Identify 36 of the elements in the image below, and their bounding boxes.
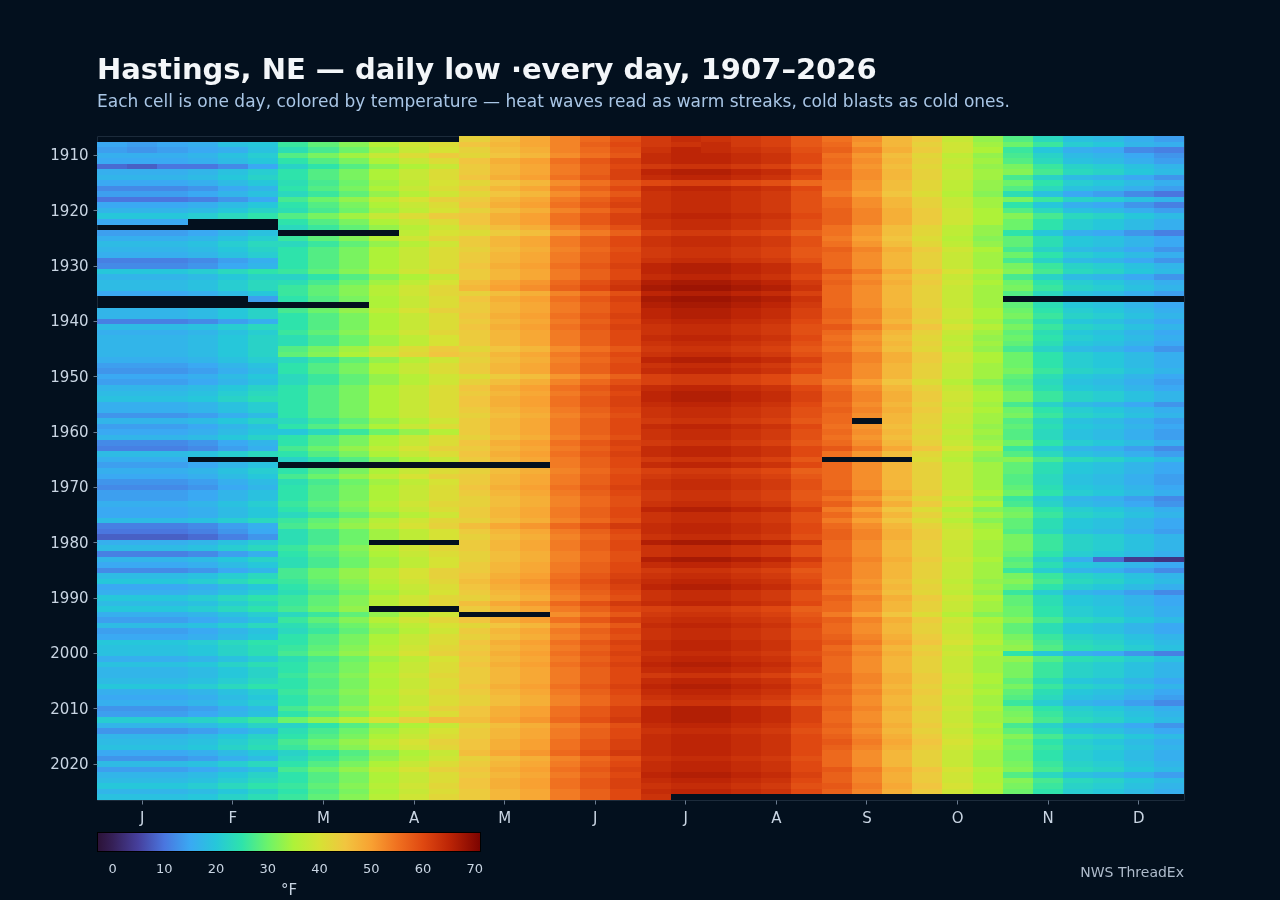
- y-tick-label: 1920: [50, 201, 89, 220]
- y-tick-label: 1910: [50, 146, 89, 165]
- y-tick-label: 1980: [50, 533, 89, 552]
- x-tick-label: F: [228, 808, 238, 827]
- x-tick-label: D: [1132, 808, 1145, 827]
- color-bar-label: 10: [156, 861, 173, 876]
- x-tick-label: J: [682, 808, 689, 827]
- x-tick-label: M: [316, 808, 330, 827]
- x-tick-label: M: [498, 808, 512, 827]
- y-tick-label: 1950: [50, 367, 89, 386]
- y-tick-label: 2020: [50, 755, 89, 774]
- y-tick-label: 2010: [50, 699, 89, 718]
- text: NWS ThreadEx: [1080, 864, 1184, 880]
- y-tick-label: 2000: [50, 644, 89, 663]
- x-tick-label: S: [862, 808, 872, 827]
- color-bar-title: °F: [280, 881, 298, 899]
- color-bar-label: 30: [259, 861, 277, 876]
- color-bar-label: 40: [311, 861, 328, 876]
- color-bar-label: 70: [466, 861, 484, 876]
- y-tick-label: 1940: [50, 312, 89, 331]
- y-tick-label: 1970: [50, 478, 89, 497]
- color-bar-label: 60: [414, 861, 432, 876]
- x-tick-label: O: [951, 808, 964, 827]
- y-tick-label: 1990: [50, 589, 89, 608]
- x-tick-label: A: [408, 808, 420, 827]
- x-tick-label: J: [139, 808, 145, 827]
- color-bar-label: 50: [363, 861, 380, 876]
- chart-subtitle: Each cell is one day, colored by temperature — heat waves read as warm streaks, cold blasts as cold ones.: [97, 91, 1010, 111]
- color-bar-label: 20: [207, 861, 225, 876]
- y-tick-label: 1960: [50, 423, 89, 442]
- x-tick-label: A: [771, 808, 783, 827]
- x-tick-label: J: [591, 808, 598, 827]
- chart-title: Hastings, NE — daily low ·every day, 1907–2026: [97, 52, 877, 86]
- y-tick-label: 1930: [50, 257, 89, 276]
- x-tick-label: N: [1042, 808, 1054, 827]
- color-bar-label: 0: [108, 861, 117, 876]
